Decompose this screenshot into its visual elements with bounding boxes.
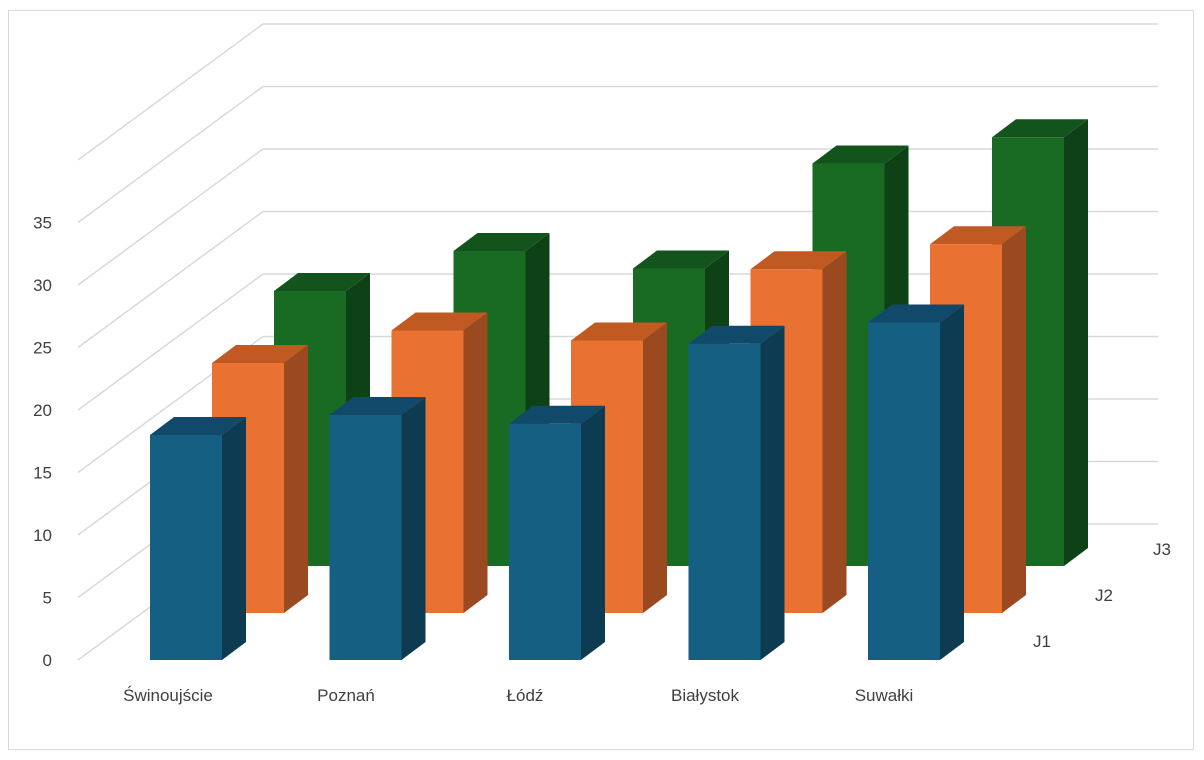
bar-j1-4 <box>868 304 964 660</box>
series-label: J2 <box>1095 586 1113 605</box>
gridline-side <box>77 148 264 286</box>
bar-top-face <box>930 226 1026 245</box>
gridline-side <box>77 85 264 224</box>
bar-top-face <box>812 145 909 164</box>
category-label: Suwałki <box>855 686 914 705</box>
bar-top-face <box>633 250 729 269</box>
axis-labels: 0 5 10 15 20 25 30 35 Świnoujście Poznań Łódź Biały… <box>33 214 1171 706</box>
bar-side-face <box>222 417 246 660</box>
gridline-side <box>77 210 264 349</box>
category-label: Łódź <box>507 686 544 705</box>
bar-side-face <box>643 322 667 613</box>
gridline-side <box>77 23 264 161</box>
series-label: J1 <box>1033 632 1051 651</box>
bar-top-face <box>992 119 1088 138</box>
bar-j1-2 <box>509 405 605 660</box>
y-tick-label: 20 <box>33 401 52 420</box>
bar-side-face <box>1002 226 1026 613</box>
bar-side-face <box>401 397 426 660</box>
y-tick-label: 25 <box>33 339 52 358</box>
y-tick-label: 0 <box>43 651 52 670</box>
bar-j1-1 <box>329 397 426 660</box>
bar-side-face <box>760 325 785 660</box>
category-label: Świnoujście <box>123 686 213 705</box>
y-tick-label: 15 <box>33 464 52 483</box>
bar-top-face <box>509 405 605 424</box>
y-tick-label: 35 <box>33 214 52 233</box>
bar-side-face <box>284 345 308 613</box>
bar-top-face <box>453 233 550 251</box>
bar-front-face <box>868 322 940 660</box>
bar-top-face <box>150 417 246 435</box>
category-label: Poznań <box>317 686 375 705</box>
bar-top-face <box>391 312 488 331</box>
series-label: J3 <box>1153 540 1171 559</box>
bars <box>150 119 1088 660</box>
bar-j1-0 <box>150 417 246 660</box>
bar-side-face <box>1064 119 1088 566</box>
gridline-side <box>77 273 264 411</box>
y-tick-label: 30 <box>33 276 52 295</box>
bar-front-face <box>329 415 402 660</box>
bar-side-face <box>940 304 964 660</box>
bar-side-face <box>463 312 488 613</box>
bar-top-face <box>571 322 667 341</box>
category-label: Białystok <box>671 686 740 705</box>
bar-front-face <box>509 423 581 660</box>
bar-top-face <box>212 345 308 363</box>
bar-top-face <box>688 325 785 344</box>
bar-top-face <box>750 251 847 270</box>
bar-front-face <box>688 343 761 660</box>
y-tick-label: 5 <box>43 589 52 608</box>
bar-side-face <box>822 251 847 613</box>
bar-front-face <box>150 435 222 660</box>
bar-top-face <box>274 273 370 291</box>
bar-top-face <box>329 397 426 415</box>
y-tick-label: 10 <box>33 526 52 545</box>
bar-j2-2 <box>571 322 667 613</box>
bar-j1-3 <box>688 325 785 660</box>
bar-side-face <box>581 405 605 660</box>
bar-top-face <box>868 304 964 323</box>
